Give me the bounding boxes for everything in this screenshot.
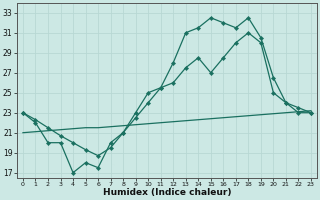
X-axis label: Humidex (Indice chaleur): Humidex (Indice chaleur)	[103, 188, 231, 197]
